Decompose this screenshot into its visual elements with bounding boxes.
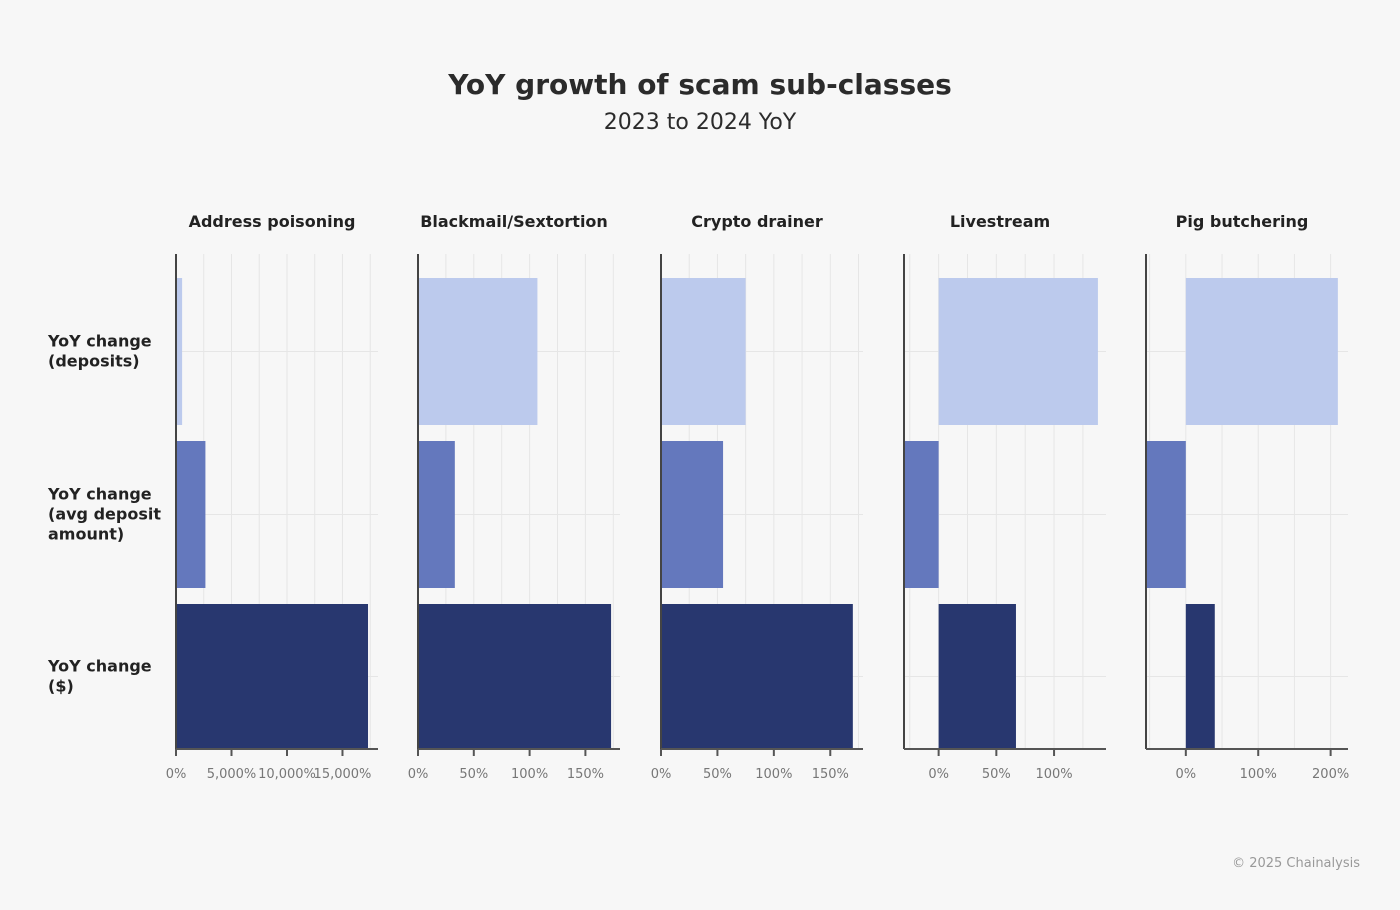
x-tick-label: 150% bbox=[812, 767, 849, 782]
bar bbox=[661, 604, 853, 749]
chart-title: YoY growth of scam sub-classes bbox=[448, 68, 952, 101]
bar bbox=[1185, 604, 1215, 749]
panel-title: Livestream bbox=[950, 212, 1050, 231]
panel-title: Pig butchering bbox=[1176, 212, 1309, 231]
row-label: amount) bbox=[48, 525, 124, 544]
x-tick-label: 200% bbox=[1312, 767, 1349, 782]
bar bbox=[418, 441, 455, 588]
x-tick-label: 15,000% bbox=[314, 767, 372, 782]
row-label: YoY change bbox=[47, 332, 152, 351]
x-tick-label: 0% bbox=[166, 767, 187, 782]
panel-title: Blackmail/Sextortion bbox=[420, 212, 608, 231]
x-tick-label: 0% bbox=[1176, 767, 1197, 782]
row-label: (deposits) bbox=[48, 352, 140, 371]
x-tick-label: 100% bbox=[511, 767, 548, 782]
credit-text: © 2025 Chainalysis bbox=[1232, 856, 1360, 871]
x-tick-label: 0% bbox=[651, 767, 672, 782]
x-tick-label: 50% bbox=[982, 767, 1011, 782]
x-tick-label: 0% bbox=[928, 767, 949, 782]
bar bbox=[1146, 441, 1186, 588]
bar bbox=[938, 604, 1016, 749]
row-label: ($) bbox=[48, 677, 74, 696]
x-tick-label: 50% bbox=[703, 767, 732, 782]
row-label: YoY change bbox=[47, 485, 152, 504]
chart-subtitle: 2023 to 2024 YoY bbox=[603, 110, 797, 135]
row-label: YoY change bbox=[47, 657, 152, 676]
bar bbox=[176, 278, 183, 425]
x-tick-label: 100% bbox=[755, 767, 792, 782]
bar bbox=[661, 441, 724, 588]
panel-title: Crypto drainer bbox=[691, 212, 823, 231]
x-tick-label: 50% bbox=[459, 767, 488, 782]
bar bbox=[418, 278, 538, 425]
bar bbox=[904, 441, 939, 588]
bar bbox=[1185, 278, 1338, 425]
bar bbox=[176, 604, 369, 749]
x-tick-label: 0% bbox=[408, 767, 429, 782]
x-tick-label: 150% bbox=[567, 767, 604, 782]
x-tick-label: 10,000% bbox=[258, 767, 316, 782]
bar bbox=[938, 278, 1098, 425]
bar bbox=[176, 441, 206, 588]
panel-title: Address poisoning bbox=[189, 212, 356, 231]
bar bbox=[661, 278, 746, 425]
x-tick-label: 100% bbox=[1035, 767, 1072, 782]
x-tick-label: 100% bbox=[1240, 767, 1277, 782]
bar bbox=[418, 604, 612, 749]
row-label: (avg deposit bbox=[48, 505, 161, 524]
x-tick-label: 5,000% bbox=[207, 767, 257, 782]
